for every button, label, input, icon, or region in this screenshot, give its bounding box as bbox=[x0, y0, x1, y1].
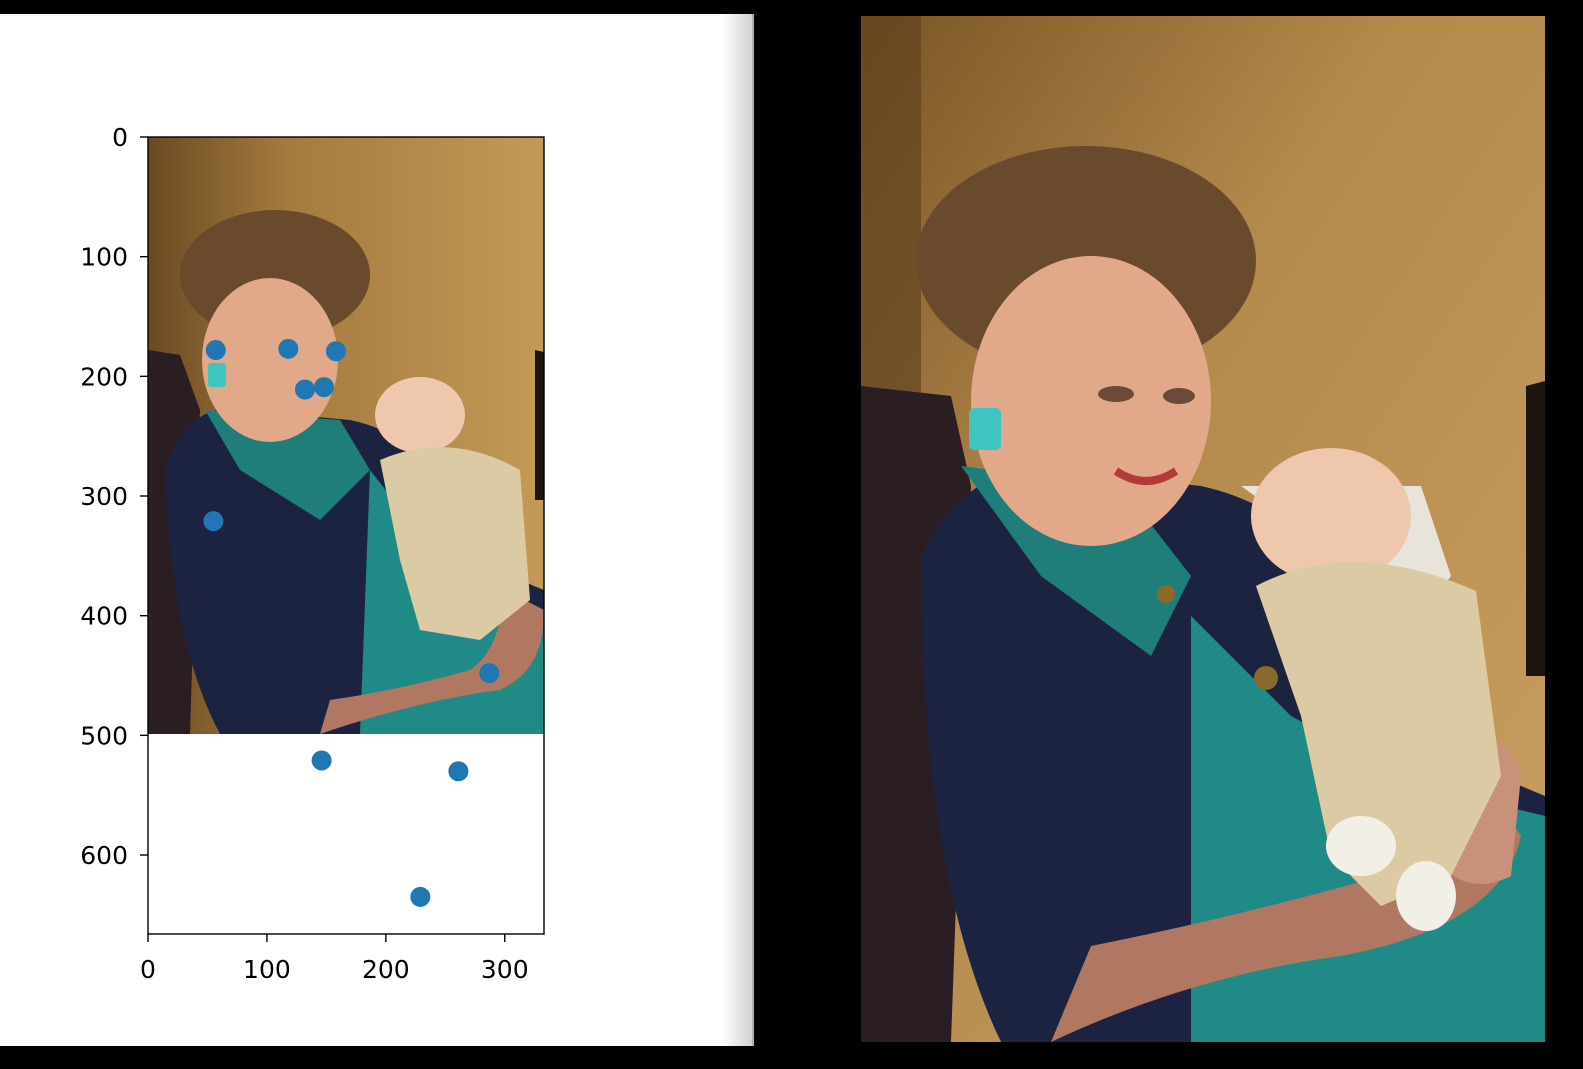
y-axis: 0 100 200 300 400 500 600 bbox=[80, 123, 148, 870]
scatter-point bbox=[448, 761, 469, 782]
scatter-points bbox=[203, 338, 500, 907]
y-tick-label: 600 bbox=[80, 841, 128, 870]
x-tick-label: 100 bbox=[243, 955, 291, 984]
axes-frame bbox=[147, 136, 545, 935]
x-tick-label: 200 bbox=[362, 955, 410, 984]
scatter-point bbox=[479, 663, 500, 684]
scatter-point bbox=[205, 340, 226, 361]
x-axis: 0 100 200 300 bbox=[140, 934, 529, 984]
scatter-point bbox=[410, 886, 431, 907]
face bbox=[971, 256, 1211, 546]
baby-suit bbox=[1256, 562, 1501, 906]
x-tick-label: 0 bbox=[140, 955, 156, 984]
arm bbox=[1051, 776, 1521, 1042]
y-tick-label: 0 bbox=[112, 123, 128, 152]
scatter-point bbox=[294, 379, 315, 400]
x-tick-label: 300 bbox=[481, 955, 529, 984]
baby-head bbox=[1251, 448, 1411, 584]
figure-edge-shadow bbox=[722, 14, 754, 1046]
scatter-point bbox=[314, 377, 334, 398]
scatter-point bbox=[311, 750, 332, 771]
photo-panel bbox=[861, 16, 1545, 1042]
y-tick-label: 400 bbox=[80, 602, 128, 631]
earring bbox=[969, 408, 1001, 450]
y-tick-label: 500 bbox=[80, 721, 128, 750]
y-tick-label: 100 bbox=[80, 243, 128, 272]
scatter-point bbox=[325, 341, 346, 362]
scatter-point bbox=[203, 511, 224, 532]
y-tick-label: 200 bbox=[80, 362, 128, 391]
axes-image bbox=[148, 137, 544, 734]
scatter-point bbox=[278, 338, 299, 359]
y-tick-label: 300 bbox=[80, 482, 128, 511]
photo bbox=[861, 16, 1545, 1042]
